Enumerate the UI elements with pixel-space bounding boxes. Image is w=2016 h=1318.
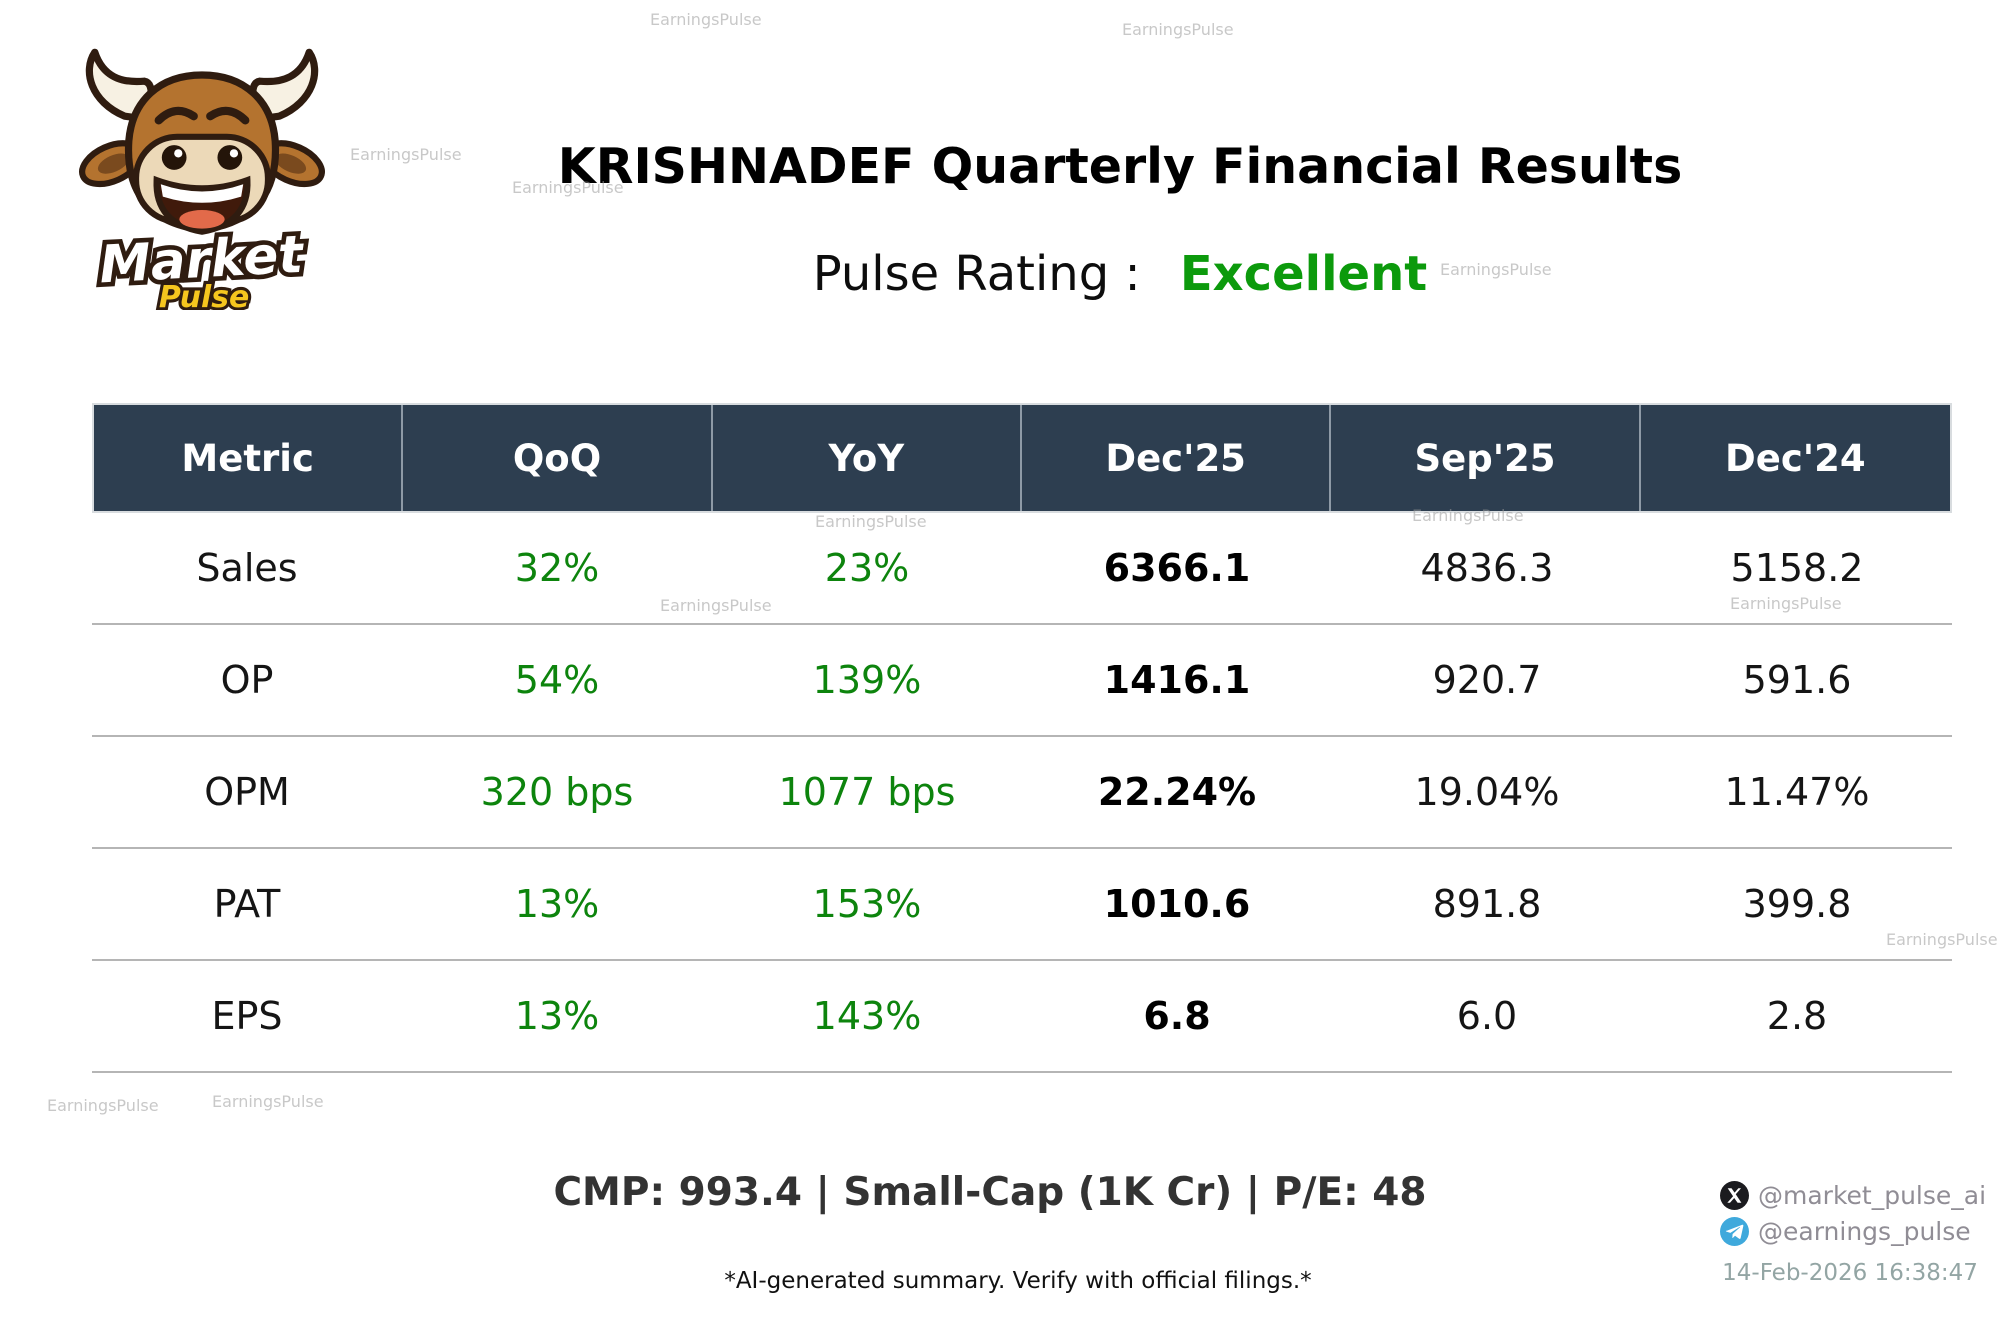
sep25-cell: 920.7	[1432, 658, 1542, 702]
table-row-sales: Sales 32% 23% 6366.1 4836.3 5158.2	[92, 513, 1952, 625]
column-header-sep25: Sep'25	[1331, 405, 1641, 511]
social-handles: @market_pulse_ai @earnings_pulse	[1720, 1178, 2016, 1250]
telegram-handle-text: @earnings_pulse	[1758, 1216, 1971, 1246]
column-header-metric: Metric	[94, 405, 404, 511]
dec25-cell: 1010.6	[1103, 882, 1251, 926]
dec25-cell: 1416.1	[1103, 658, 1251, 702]
watermark-text: EarningsPulse	[212, 1092, 324, 1111]
dec24-cell: 2.8	[1766, 994, 1828, 1038]
table-row-pat: PAT 13% 153% 1010.6 891.8 399.8	[92, 849, 1952, 961]
column-header-dec25: Dec'25	[1022, 405, 1332, 511]
pulse-rating-label: Pulse Rating :	[812, 246, 1141, 302]
yoy-cell: 153%	[812, 882, 922, 926]
qoq-cell: 32%	[514, 546, 600, 590]
metric-cell: OP	[220, 658, 274, 702]
twitter-handle-text: @market_pulse_ai	[1758, 1180, 1987, 1210]
market-pulse-logo: Market Pulse	[66, 42, 338, 318]
pulse-rating-line: Pulse Rating : Excellent	[340, 246, 1900, 302]
qoq-cell: 320 bps	[480, 770, 634, 814]
column-header-qoq: QoQ	[403, 405, 713, 511]
cmp-summary-line: CMP: 993.4 | Small-Cap (1K Cr) | P/E: 48	[553, 1170, 1427, 1215]
yoy-cell: 1077 bps	[778, 770, 956, 814]
watermark-text: EarningsPulse	[1122, 20, 1234, 39]
dec25-cell: 6366.1	[1103, 546, 1251, 590]
metric-cell: Sales	[196, 546, 298, 590]
dec25-cell: 22.24%	[1097, 770, 1257, 814]
sep25-cell: 891.8	[1432, 882, 1542, 926]
telegram-icon	[1720, 1216, 1749, 1246]
table-row-opm: OPM 320 bps 1077 bps 22.24% 19.04% 11.47…	[92, 737, 1952, 849]
metric-cell: OPM	[204, 770, 290, 814]
pulse-rating-value: Excellent	[1179, 246, 1428, 302]
dec24-cell: 11.47%	[1724, 770, 1870, 814]
yoy-cell: 139%	[812, 658, 922, 702]
column-header-dec24: Dec'24	[1725, 436, 1866, 480]
dec24-cell: 5158.2	[1730, 546, 1864, 590]
twitter-handle-row: @market_pulse_ai	[1720, 1178, 2016, 1212]
column-header-yoy: YoY	[713, 405, 1022, 511]
bull-mascot-icon: Market Pulse	[79, 48, 325, 318]
dec25-cell: 6.8	[1143, 994, 1211, 1038]
qoq-cell: 54%	[514, 658, 600, 702]
watermark-text: EarningsPulse	[47, 1096, 159, 1115]
qoq-cell: 13%	[514, 994, 600, 1038]
yoy-cell: 23%	[824, 546, 910, 590]
watermark-text: EarningsPulse	[650, 10, 762, 29]
sep25-cell: 6.0	[1456, 994, 1518, 1038]
table-row-eps: EPS 13% 143% 6.8 6.0 2.8	[92, 961, 1952, 1073]
ai-disclaimer: *AI-generated summary. Verify with offic…	[724, 1268, 1312, 1294]
table-header-row: Metric QoQ YoY Dec'25 Sep'25 Dec'24	[92, 403, 1952, 513]
metric-cell: PAT	[213, 882, 281, 926]
sep25-cell: 19.04%	[1414, 770, 1560, 814]
sep25-cell: 4836.3	[1420, 546, 1554, 590]
page-title: KRISHNADEF Quarterly Financial Results	[557, 138, 1683, 195]
metric-cell: EPS	[211, 994, 283, 1038]
dec24-cell: 591.6	[1742, 658, 1852, 702]
x-twitter-icon	[1720, 1180, 1749, 1210]
yoy-cell: 143%	[812, 994, 922, 1038]
qoq-cell: 13%	[514, 882, 600, 926]
table-row-op: OP 54% 139% 1416.1 920.7 591.6	[92, 625, 1952, 737]
dec24-cell: 399.8	[1742, 882, 1852, 926]
logo-text-pulse: Pulse	[159, 280, 249, 310]
telegram-handle-row: @earnings_pulse	[1720, 1214, 2016, 1248]
results-table: Metric QoQ YoY Dec'25 Sep'25 Dec'24 Sale…	[92, 403, 1952, 1073]
generated-timestamp: 14-Feb-2026 16:38:47	[1722, 1260, 1978, 1286]
